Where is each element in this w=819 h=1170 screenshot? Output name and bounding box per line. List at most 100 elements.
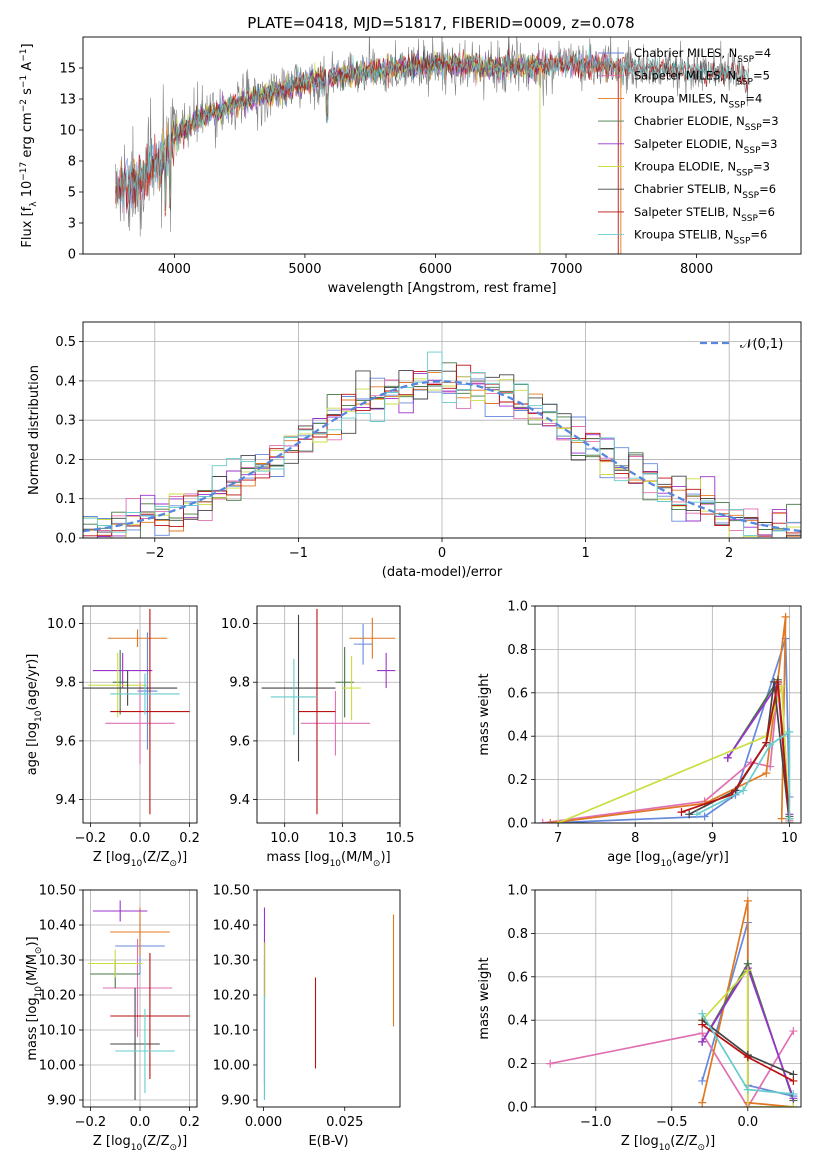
x-tick-label: 0.2 xyxy=(179,831,200,846)
legend-label: Kroupa ELODIE, NSSP=3 xyxy=(634,160,770,179)
x-axis-label: Z [log10(Z/Z⊙)] xyxy=(621,1134,715,1153)
legend-label: Salpeter STELIB, NSSP=6 xyxy=(634,205,775,224)
y-tick-label: 9.8 xyxy=(55,676,76,691)
panel-mass-age: 10.0 10.3 10.5 9.4 9.6 9.8 10.0 mass [log10(M/M… xyxy=(221,605,415,869)
y-tick-label: 3 xyxy=(68,217,76,232)
y-axis-label: mass [log10(M/M⊙)] xyxy=(25,936,44,1060)
plus-marker xyxy=(789,1089,798,1098)
plus-marker xyxy=(546,1059,555,1068)
plus-marker xyxy=(777,814,786,823)
mass-weight-line xyxy=(557,686,791,823)
y-tick-label: 0.8 xyxy=(507,643,528,658)
axes-frame xyxy=(82,36,802,255)
x-tick-label: −0.2 xyxy=(75,831,107,846)
x-axis-label: E(B-V) xyxy=(308,1134,348,1149)
axes-frame xyxy=(256,889,401,1108)
x-tick-label: −1.0 xyxy=(580,1115,612,1130)
y-tick-label: 0.1 xyxy=(55,492,76,507)
y-axis-label: mass weight xyxy=(477,957,492,1039)
y-tick-label: 10.40 xyxy=(213,919,250,934)
plus-marker xyxy=(698,1009,707,1018)
y-tick-label: 10.00 xyxy=(213,1059,250,1074)
plot-area xyxy=(83,608,190,815)
x-tick-label: 0.0 xyxy=(737,1115,758,1130)
x-tick-label: 4000 xyxy=(158,262,191,277)
panel-EBV-mass: 0.000 0.025 9.90 10.00 10.10 10.20 10.30 10.40 1… xyxy=(213,884,401,1149)
y-tick-label: 1.0 xyxy=(507,600,528,615)
y-tick-label: 0.2 xyxy=(507,1057,528,1072)
x-axis-label: mass [log10(M/M⊙)] xyxy=(266,850,390,869)
x-tick-label: 7000 xyxy=(549,262,582,277)
y-tick-label: 10.10 xyxy=(39,1024,76,1039)
plot-area xyxy=(538,612,794,823)
legend-label: Chabrier ELODIE, NSSP=3 xyxy=(634,114,779,133)
y-tick-label: 5 xyxy=(68,186,76,201)
y-tick-label: 0.0 xyxy=(55,532,76,547)
x-axis-label: age [log10(age/yr)] xyxy=(607,850,729,869)
plot-area xyxy=(261,608,396,815)
plot-area xyxy=(546,896,798,1107)
x-tick-label: 0.025 xyxy=(326,1115,363,1130)
legend-label: Chabrier MILES, NSSP=4 xyxy=(634,46,771,65)
axes-frame xyxy=(256,605,401,824)
y-tick-label: 0.6 xyxy=(507,686,528,701)
panel-Z-massweight: −1.0 −0.5 0.0 0.0 0.2 0.4 0.6 0.8 1.0 Z [log10(Z/… xyxy=(477,884,802,1153)
y-tick-label: 8 xyxy=(68,155,76,170)
y-tick-label: 0.3 xyxy=(55,414,76,429)
y-tick-label: 10.00 xyxy=(39,1059,76,1074)
y-tick-label: 10.0 xyxy=(221,617,250,632)
mass-weight-line xyxy=(696,730,791,819)
y-tick-label: 10.50 xyxy=(39,884,76,899)
x-tick-label: 8000 xyxy=(680,262,713,277)
mass-weight-line xyxy=(550,616,787,823)
y-tick-label: 10 xyxy=(59,124,76,139)
panel-spectrum: 4000 5000 6000 7000 8000 0 3 5 8 10 13 15 wavelength… xyxy=(19,36,802,296)
x-tick-label: 8 xyxy=(631,831,639,846)
y-axis-label: mass weight xyxy=(477,673,492,755)
plus-marker xyxy=(739,786,748,795)
y-tick-label: 10.30 xyxy=(213,954,250,969)
y-tick-label: 9.4 xyxy=(55,793,76,808)
plus-marker xyxy=(692,810,701,819)
plot-area xyxy=(263,907,395,1100)
y-tick-label: 0.4 xyxy=(55,374,76,389)
x-tick-label: 10.0 xyxy=(270,831,299,846)
legend-label: Salpeter ELODIE, NSSP=3 xyxy=(634,137,777,156)
plus-marker xyxy=(677,808,686,817)
x-tick-label: 10.5 xyxy=(386,831,415,846)
plus-marker xyxy=(743,1103,752,1107)
legend-label: Salpeter MILES, NSSP=5 xyxy=(634,69,770,88)
x-tick-label: 0.000 xyxy=(245,1115,282,1130)
y-tick-label: 0 xyxy=(68,248,76,263)
plot-area xyxy=(83,351,801,538)
x-tick-label: 0.0 xyxy=(130,1115,151,1130)
plus-marker xyxy=(698,1098,707,1107)
axes-frame xyxy=(82,321,802,539)
plus-marker xyxy=(762,769,771,778)
legend-label: 𝒩(0,1) xyxy=(740,337,783,352)
plus-marker xyxy=(698,1029,707,1038)
axes-frame xyxy=(82,889,198,1108)
y-tick-label: 0.0 xyxy=(507,817,528,832)
x-axis-label: (data-model)/error xyxy=(382,565,503,580)
plus-marker xyxy=(785,727,794,736)
plus-marker xyxy=(781,612,790,621)
panel-age-massweight: 7 8 9 10 0.0 0.2 0.4 0.6 0.8 1.0 age [log10(age/yr… xyxy=(477,600,802,869)
mass-weight-line xyxy=(550,638,791,823)
plot-area xyxy=(87,900,190,1100)
y-axis-label: Flux [fλ 10−17 erg cm−2 s−1 A−1] xyxy=(19,43,39,247)
histogram-step xyxy=(83,351,801,538)
axes-frame xyxy=(534,605,802,824)
y-tick-label: 10.50 xyxy=(213,884,250,899)
y-tick-label: 0.0 xyxy=(507,1101,528,1116)
y-tick-label: 0.6 xyxy=(507,970,528,985)
panel-Z-age: −0.2 0.0 0.2 9.4 9.6 9.8 10.0 Z [log10(Z/Z⊙)] ag… xyxy=(25,605,200,869)
plus-marker xyxy=(698,1037,707,1046)
y-tick-label: 0.5 xyxy=(55,335,76,350)
x-tick-label: 6000 xyxy=(419,262,452,277)
legend: Chabrier MILES, NSSP=4 Salpeter MILES, NS… xyxy=(598,46,779,247)
x-tick-label: 10.3 xyxy=(328,831,357,846)
x-axis-label: Z [log10(Z/Z⊙)] xyxy=(93,1134,187,1153)
plus-marker xyxy=(785,814,794,823)
